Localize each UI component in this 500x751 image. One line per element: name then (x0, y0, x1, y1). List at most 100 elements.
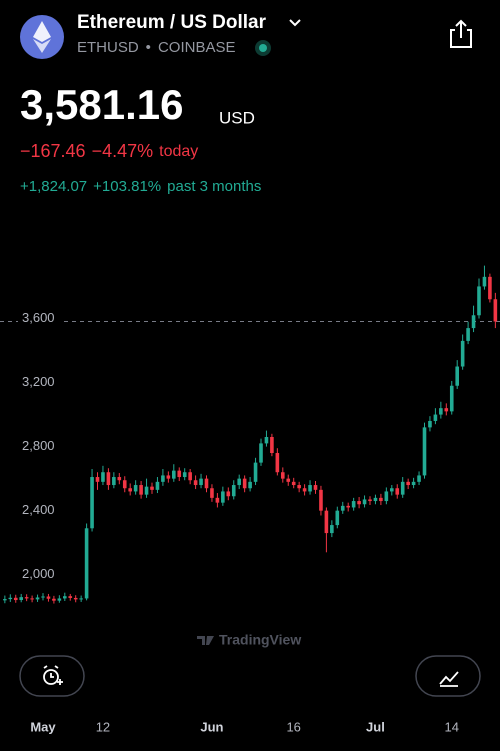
x-tick-label: 16 (286, 719, 300, 734)
candle-body (90, 477, 94, 529)
currency: USD (219, 108, 255, 127)
candle-body (13, 597, 18, 601)
candle-body (253, 462, 258, 482)
candle-body (231, 485, 236, 497)
range-change-pct: +103.81% (93, 178, 161, 195)
candle-body (471, 315, 476, 329)
candle-body (210, 488, 214, 498)
exchange: COINBASE (158, 39, 236, 56)
candle-body (259, 443, 263, 463)
y-tick-label-bg (18, 502, 64, 519)
alert-button[interactable] (19, 655, 85, 697)
share-button[interactable] (450, 19, 472, 48)
plot: 2,000 2,400 2,800 3,200 3,600 May 12 Jun 16 Jul 14 (0, 265, 500, 734)
change-line: −167.46 −4.47% today (20, 141, 198, 161)
candle-body (101, 472, 105, 482)
candle-body (161, 475, 165, 482)
candle-body (172, 470, 176, 479)
candle-body (41, 596, 45, 598)
candle-body (150, 486, 154, 490)
candle-body (24, 597, 29, 599)
price: 3,581.16 (20, 81, 184, 128)
candle-body (112, 477, 116, 486)
y-tick-label: 3,600 (22, 310, 55, 325)
candle-body (19, 597, 23, 601)
x-tick-label: Jul (366, 719, 385, 734)
y-tick-label: 2,400 (22, 502, 55, 517)
candle-body (297, 485, 301, 489)
candle-body (449, 385, 454, 412)
candle-body (73, 597, 78, 600)
y-tick-label: 3,200 (22, 374, 55, 389)
candle-body (155, 481, 160, 490)
status-dot (259, 44, 267, 52)
candle-body (95, 477, 100, 482)
candle-body (346, 505, 350, 508)
candle-body (460, 340, 465, 367)
candle-body (35, 597, 40, 600)
candle-body (46, 596, 51, 599)
candle-body (166, 475, 171, 479)
candle-body (248, 481, 252, 489)
candle-body (302, 488, 307, 492)
candle-body (362, 499, 367, 505)
candle-body (63, 596, 67, 599)
separator: • (146, 39, 151, 56)
candle-body (379, 497, 383, 502)
candle-body (482, 276, 487, 287)
symbol-line: ETHUSD • COINBASE (77, 39, 235, 56)
range-period: past 3 months (167, 178, 261, 195)
candle-body (117, 477, 122, 481)
candle-body (68, 596, 73, 598)
candle-body (128, 488, 132, 492)
symbol-title[interactable]: Ethereum / US Dollar (77, 12, 267, 33)
change: −167.46 (20, 141, 86, 161)
candle-body (199, 478, 203, 486)
candle-body (340, 505, 345, 511)
candle-body (466, 328, 470, 341)
y-tick-label: 2,000 (22, 566, 55, 581)
chart-type-button[interactable] (415, 655, 481, 697)
candle-body (488, 276, 492, 300)
candle-body (242, 478, 247, 489)
change-period: today (159, 143, 198, 160)
watermark: TradingView (197, 632, 301, 648)
candle-body (417, 475, 421, 482)
change-pct: −4.47% (92, 141, 154, 161)
candle-body (215, 497, 220, 503)
ticker: ETHUSD (77, 39, 139, 56)
candle-body (406, 481, 410, 486)
chevron[interactable] (289, 19, 301, 27)
candle-body (390, 488, 394, 492)
candle-body (373, 497, 378, 502)
candle-body (275, 453, 280, 473)
candle-body (308, 485, 312, 492)
candle-body (133, 485, 138, 492)
candle-body (122, 480, 127, 489)
candle-body (182, 472, 187, 478)
candle-body (433, 414, 438, 421)
candle-body (313, 485, 318, 490)
candle-body (422, 427, 427, 476)
candle-body (221, 491, 225, 503)
y-tick-label-bg (18, 438, 64, 455)
candle-body (144, 486, 149, 495)
candle-body (330, 525, 334, 534)
y-tick-label-bg (18, 374, 64, 391)
candle-body (84, 528, 89, 599)
candle-body (237, 478, 241, 486)
candle-body (106, 472, 111, 486)
range-line: +1,824.07 +103.81% past 3 months (20, 178, 261, 195)
candle-body (30, 598, 34, 600)
candle-body (270, 436, 274, 454)
candle-body (493, 299, 498, 322)
candle-body (324, 510, 329, 534)
candle-body (281, 472, 285, 479)
candle-body (177, 470, 182, 478)
candle-body (335, 510, 340, 526)
candle-body (52, 598, 56, 601)
candle-body (357, 501, 361, 505)
